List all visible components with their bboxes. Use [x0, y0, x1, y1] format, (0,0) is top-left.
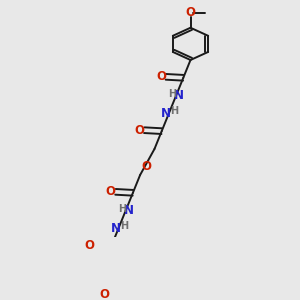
Text: H: H	[170, 106, 178, 116]
Text: O: O	[156, 70, 166, 83]
Text: H: H	[118, 204, 126, 214]
Text: H: H	[168, 89, 176, 99]
Text: O: O	[185, 6, 196, 19]
Text: O: O	[106, 185, 116, 198]
Text: N: N	[124, 204, 134, 217]
Text: O: O	[134, 124, 145, 137]
Text: O: O	[84, 239, 94, 252]
Text: N: N	[161, 107, 171, 120]
Text: H: H	[120, 221, 128, 231]
Text: O: O	[141, 160, 151, 173]
Text: O: O	[99, 289, 109, 300]
Text: N: N	[174, 89, 184, 102]
Text: N: N	[110, 222, 121, 235]
